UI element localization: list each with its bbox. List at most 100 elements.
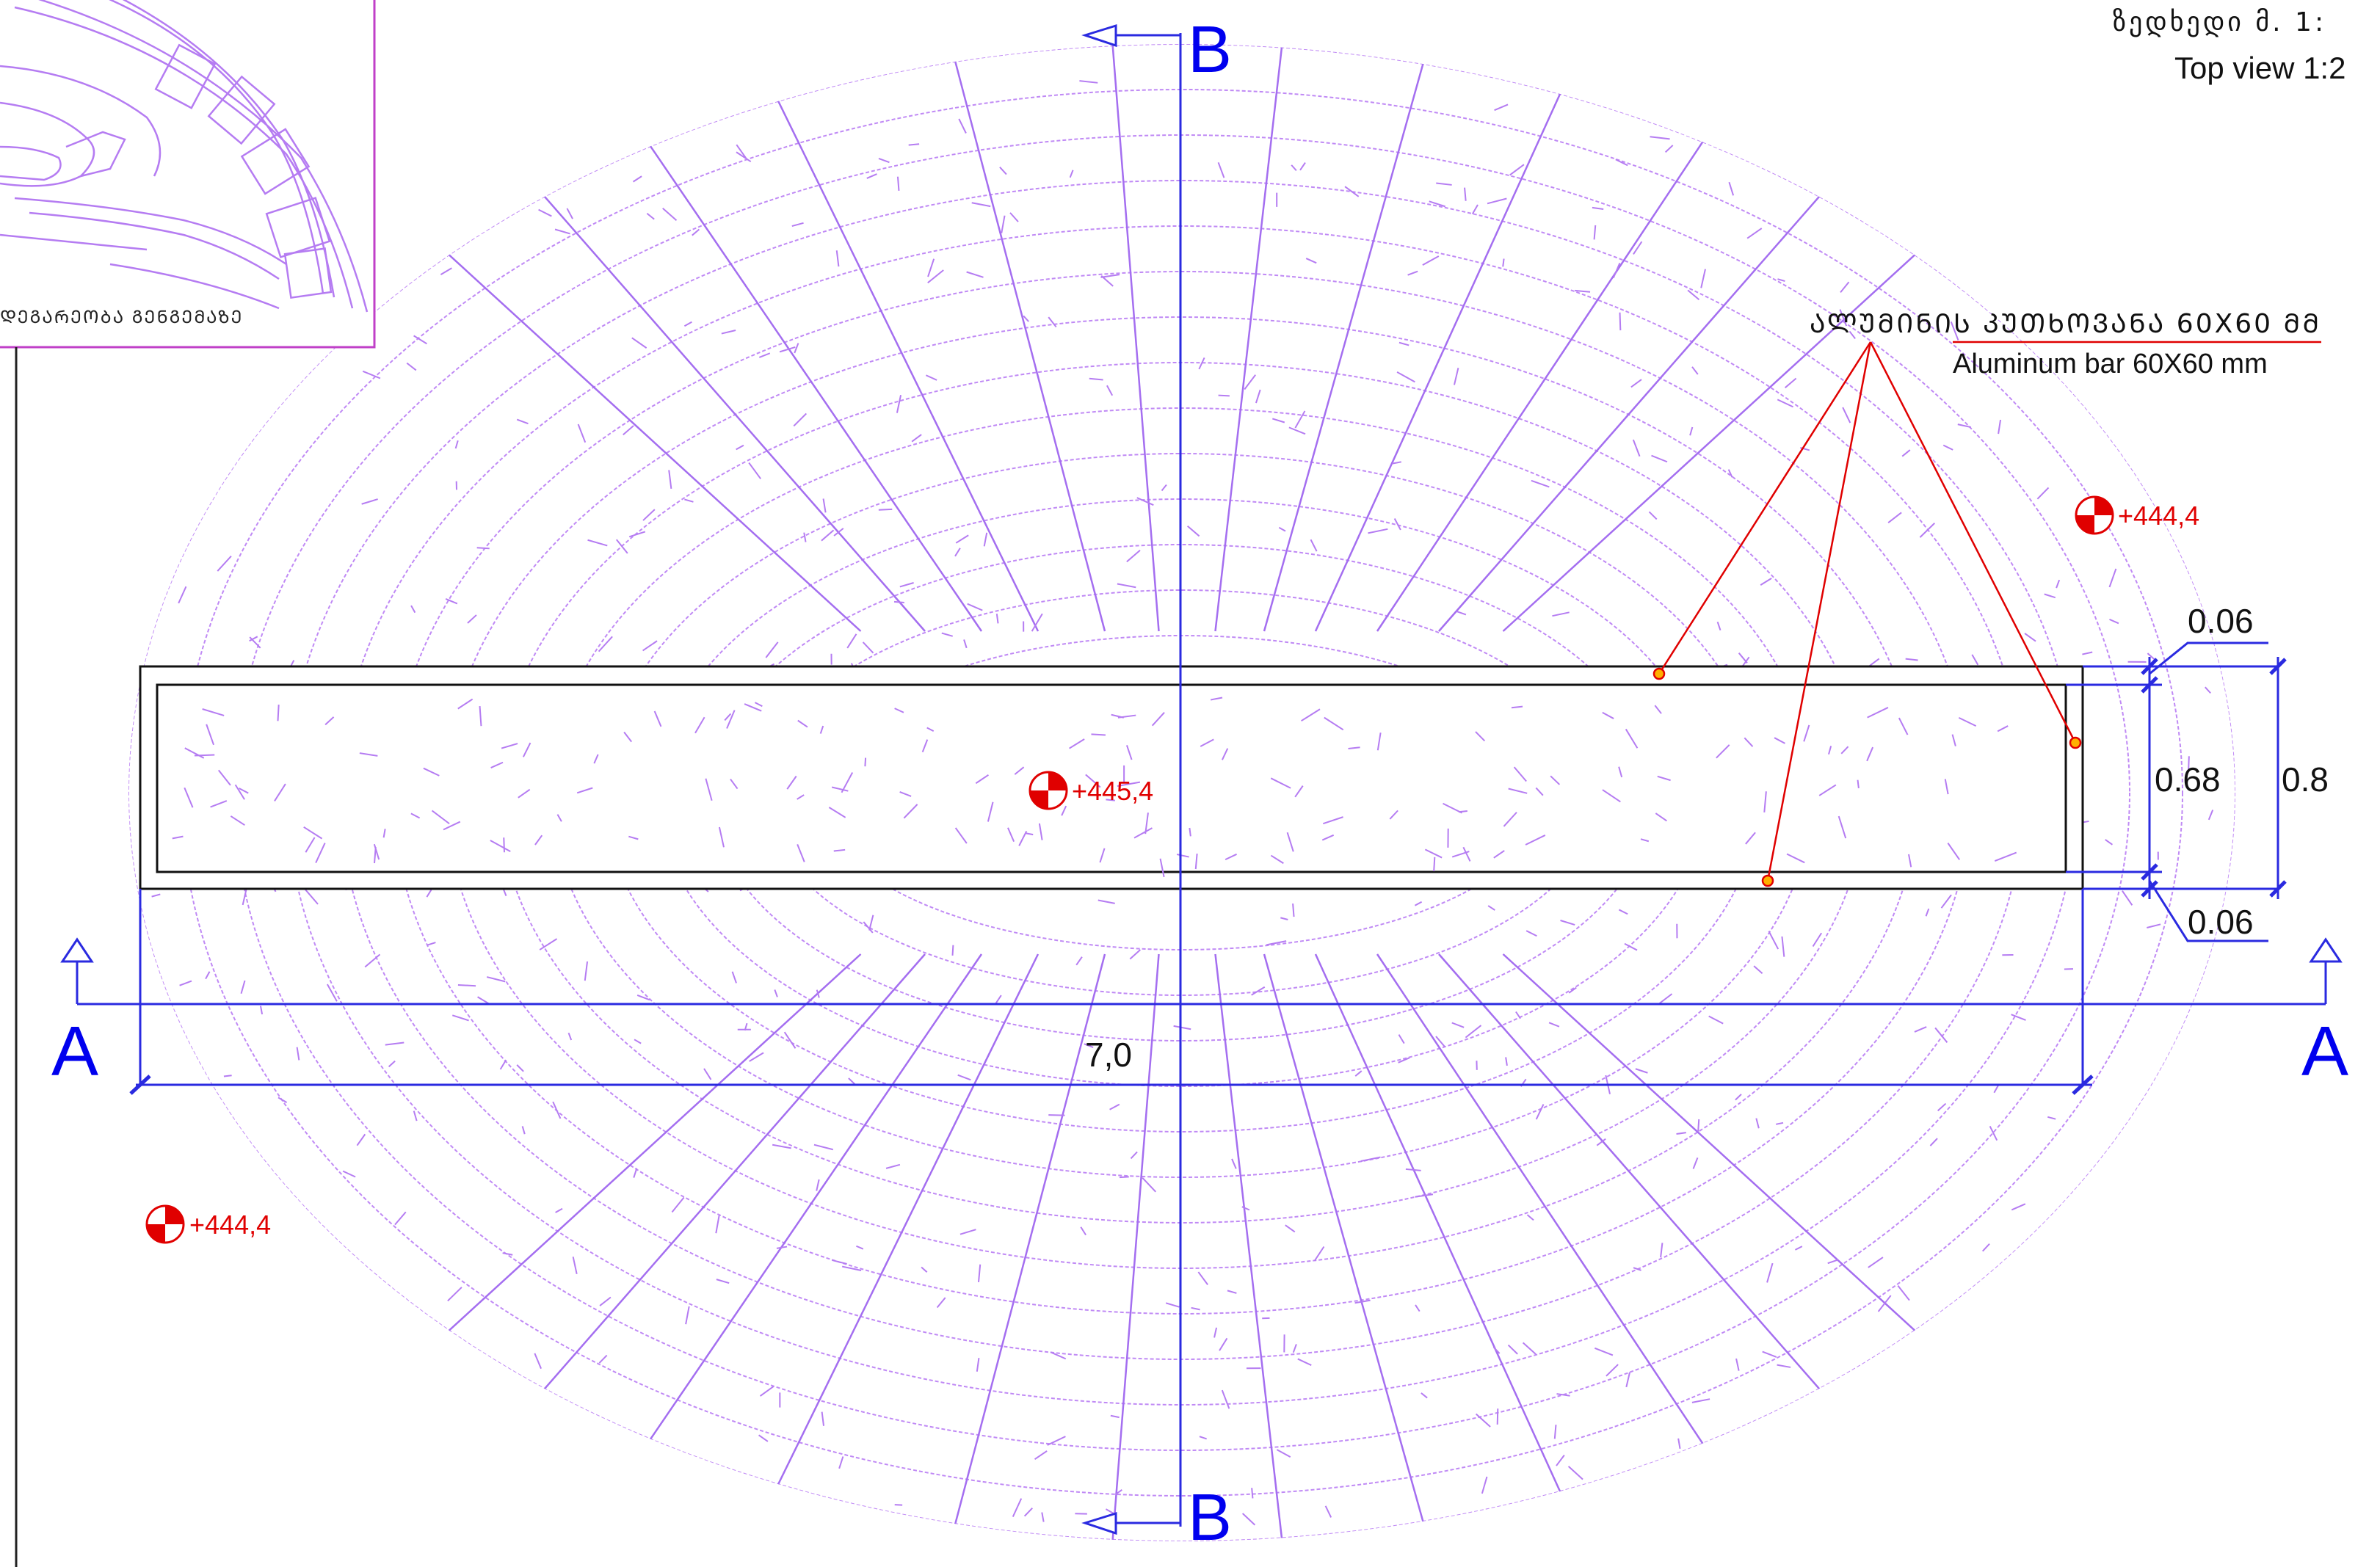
planter-texture-mark: [184, 747, 205, 759]
site-plan-inset: ᲓᲔᲒᲐᲠᲔᲝᲑᲐ ᲒᲔᲜᲒᲔᲛᲐᲖᲔ: [0, 0, 376, 349]
paving-texture-mark: [628, 531, 646, 538]
paving-texture-mark: [963, 639, 968, 649]
planter-texture-mark: [576, 787, 593, 794]
planter-texture-mark: [1493, 850, 1505, 859]
paving-texture-mark: [1950, 321, 1959, 341]
paving-texture-mark: [1568, 986, 1577, 994]
planter-texture-mark: [797, 844, 805, 862]
planter-texture-mark: [954, 827, 968, 844]
callout-dots: [1652, 667, 2082, 887]
paving-texture-mark: [683, 321, 692, 327]
paving-texture-mark: [832, 1259, 847, 1265]
paving-spoke: [410, 953, 926, 1541]
paving-texture-mark: [304, 888, 319, 905]
paving-texture-mark: [1291, 164, 1297, 172]
paving-spoke: [949, 953, 1106, 1541]
planter-texture-mark: [1803, 724, 1810, 742]
paving-texture-mark: [774, 989, 778, 997]
paving-spoke: [1263, 44, 1430, 632]
paving-texture-mark: [1777, 278, 1785, 283]
paving-texture-mark: [516, 418, 529, 425]
paving-texture-mark: [1567, 1466, 1583, 1480]
planter-texture-mark: [303, 826, 323, 840]
planter-texture-mark: [1026, 832, 1034, 836]
planter-texture-mark: [1837, 815, 1847, 839]
paving-texture-mark: [955, 534, 969, 544]
planter-texture-mark: [926, 727, 935, 732]
planter-texture-mark: [1535, 787, 1544, 796]
paving-texture-mark: [1414, 901, 1423, 906]
paving-texture-mark: [1660, 1243, 1664, 1258]
planter-texture-mark: [730, 778, 739, 790]
paving-texture-mark: [848, 1077, 856, 1086]
paving-ring: [233, 134, 2130, 1451]
planter-texture-mark: [653, 710, 662, 727]
paving-spoke: [579, 44, 983, 632]
planter-texture-mark: [324, 716, 335, 726]
paving-texture-mark: [1465, 1025, 1482, 1039]
paving-texture-mark: [2011, 1203, 2026, 1211]
wall-thickness-top: 0.06: [2188, 602, 2254, 640]
paving-texture-mark: [2024, 633, 2036, 642]
paving-texture-mark: [1553, 1425, 1557, 1439]
paving-texture-mark: [885, 1163, 901, 1169]
paving-texture-mark: [1677, 1438, 1681, 1450]
paving-texture-mark: [467, 614, 477, 624]
planter-texture-mark: [210, 800, 228, 808]
paving-texture-mark: [633, 1168, 638, 1178]
aluminum-planter: [139, 665, 2084, 890]
paving-texture-mark: [249, 636, 258, 642]
paving-texture-mark: [356, 1133, 366, 1146]
paving-texture-mark: [967, 603, 983, 611]
paving-texture-mark: [1130, 1151, 1138, 1160]
paving-texture-mark: [1221, 1389, 1230, 1409]
paving-texture-mark: [1998, 419, 2002, 435]
planter-texture-mark: [754, 702, 763, 708]
paving-texture-mark: [1041, 1512, 1045, 1522]
paving-texture-mark: [971, 202, 991, 208]
planter-texture-mark: [1038, 823, 1043, 840]
paving-texture-mark: [217, 556, 232, 572]
paving-texture-mark: [1396, 371, 1415, 383]
paving-texture-mark: [1784, 377, 1797, 389]
planter-texture-mark: [1475, 731, 1486, 742]
planter-texture-mark: [1511, 705, 1523, 709]
planter-texture-mark: [1654, 705, 1662, 714]
paving-texture-mark: [1691, 1398, 1710, 1403]
paving-texture-mark: [1794, 1246, 1803, 1251]
paving-texture-mark: [803, 532, 807, 542]
paving-texture-mark: [715, 1215, 720, 1234]
paving-texture-mark: [1849, 330, 1856, 339]
planter-texture-mark: [1550, 775, 1561, 785]
paving-texture-mark: [1392, 461, 1401, 465]
paving-texture-mark: [813, 1144, 834, 1151]
paving-texture-mark: [1630, 379, 1642, 388]
planter-texture-mark: [1602, 789, 1621, 803]
paving-texture-mark: [1310, 539, 1318, 552]
planter-texture-mark: [1014, 766, 1025, 775]
wall-thickness-bottom: 0.06: [2188, 903, 2254, 941]
planter-soil-texture: [172, 697, 2017, 878]
planter-texture-mark: [1951, 734, 1956, 746]
paving-texture-mark: [406, 362, 417, 371]
paving-texture-mark: [1487, 905, 1495, 911]
planter-texture-mark: [1069, 738, 1085, 749]
planter-texture-mark: [1716, 744, 1730, 759]
paving-texture-mark: [1098, 899, 1115, 904]
planter-texture-mark: [1106, 799, 1115, 801]
paving-texture-mark: [668, 470, 672, 490]
paving-texture-mark: [1552, 611, 1570, 617]
paving-texture-mark: [1227, 1290, 1237, 1294]
paving-texture-mark: [1079, 80, 1098, 84]
planter-texture-mark: [1944, 779, 1949, 795]
paving-spoke: [749, 44, 1040, 632]
paving-texture-mark: [793, 412, 808, 427]
paving-texture-mark: [936, 1297, 946, 1309]
paving-texture-mark: [977, 1264, 982, 1283]
paving-texture-mark: [1231, 1158, 1237, 1169]
planter-texture-mark: [479, 705, 482, 727]
paving-texture-mark: [240, 980, 246, 995]
paving-texture-mark: [821, 529, 835, 542]
planter-texture-mark: [975, 774, 990, 785]
